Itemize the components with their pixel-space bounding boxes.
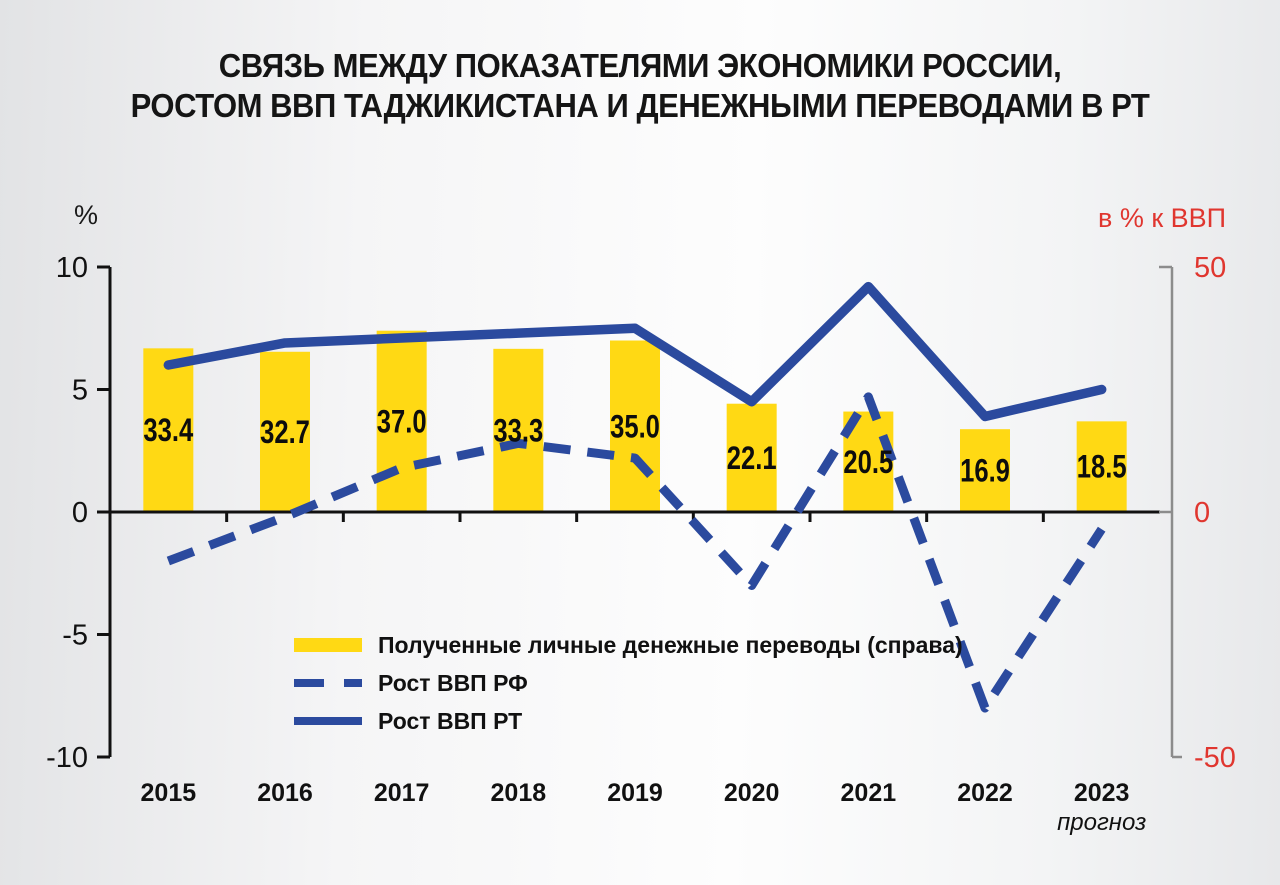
legend-label-gdp-rt: Рост ВВП РТ xyxy=(378,707,523,734)
bar-2019 xyxy=(610,340,660,512)
x-axis-label-2023: 2023 xyxy=(1074,779,1130,807)
bar-value-label: 32.7 xyxy=(260,415,310,450)
dashed-line-swatch-icon xyxy=(294,679,362,687)
bar-value-label: 33.4 xyxy=(143,414,193,449)
bar-value-label: 18.5 xyxy=(1077,450,1127,485)
right-axis-tick-label: 50 xyxy=(1194,252,1226,284)
x-axis-label-2016: 2016 xyxy=(257,779,313,807)
chart-title: СВЯЗЬ МЕЖДУ ПОКАЗАТЕЛЯМИ ЭКОНОМИКИ РОССИ… xyxy=(38,46,1241,126)
bar-swatch-icon xyxy=(294,638,362,652)
bar-value-label: 37.0 xyxy=(377,405,427,440)
bar-2018 xyxy=(493,348,544,512)
chart-title-line2: РОСТОМ ВВП ТАДЖИКИСТАНА И ДЕНЕЖНЫМИ ПЕРЕ… xyxy=(130,87,1150,124)
right-axis-tick-label: -50 xyxy=(1194,742,1236,774)
chart-legend: Полученные личные денежные переводы (спр… xyxy=(294,626,963,740)
legend-item-gdp-rt: Рост ВВП РТ xyxy=(294,702,963,740)
bar-2015 xyxy=(143,348,194,512)
bar-value-label: 20.5 xyxy=(843,445,893,480)
left-axis-tick-label: 0 xyxy=(72,497,88,529)
bar-2022 xyxy=(960,429,1010,512)
line-gdp-rt xyxy=(163,281,1107,422)
x-axis-label-2015: 2015 xyxy=(141,779,197,807)
x-axis-note-label: прогноз xyxy=(1057,809,1146,836)
solid-line-swatch-icon xyxy=(294,717,362,725)
line-gdp-rf xyxy=(166,392,1106,713)
legend-label-gdp-rf: Рост ВВП РФ xyxy=(378,669,528,696)
bar-value-label: 16.9 xyxy=(960,454,1010,489)
bar-2017 xyxy=(376,330,427,512)
bar-value-label: 33.3 xyxy=(493,414,543,449)
left-axis-tick-label: -5 xyxy=(62,620,88,652)
right-axis-unit-label: в % к ВВП xyxy=(1098,203,1227,233)
left-axis-tick-label: -10 xyxy=(46,742,88,774)
chart-title-line1: СВЯЗЬ МЕЖДУ ПОКАЗАТЕЛЯМИ ЭКОНОМИКИ РОССИ… xyxy=(218,47,1062,84)
right-axis-tick-label: 0 xyxy=(1194,497,1210,529)
bar-2023 xyxy=(1076,421,1127,512)
x-axis-label-2021: 2021 xyxy=(841,779,897,807)
x-axis-label-2018: 2018 xyxy=(491,779,547,807)
bar-2020 xyxy=(726,403,777,512)
bar-value-label: 35.0 xyxy=(610,410,660,445)
bar-2016 xyxy=(260,351,310,512)
left-axis-tick-label: 5 xyxy=(72,375,88,407)
legend-label-transfers: Полученные личные денежные переводы (спр… xyxy=(378,631,963,658)
legend-item-transfers: Полученные личные денежные переводы (спр… xyxy=(294,626,963,664)
legend-item-gdp-rf: Рост ВВП РФ xyxy=(294,664,963,702)
x-axis-label-2017: 2017 xyxy=(374,779,430,807)
x-axis-label-2022: 2022 xyxy=(957,779,1013,807)
left-axis-tick-label: 10 xyxy=(56,252,88,284)
x-axis-label-2019: 2019 xyxy=(607,779,663,807)
bar-value-label: 22.1 xyxy=(727,441,777,476)
x-axis-label-2020: 2020 xyxy=(724,779,780,807)
left-axis-unit-label: % xyxy=(74,200,99,230)
